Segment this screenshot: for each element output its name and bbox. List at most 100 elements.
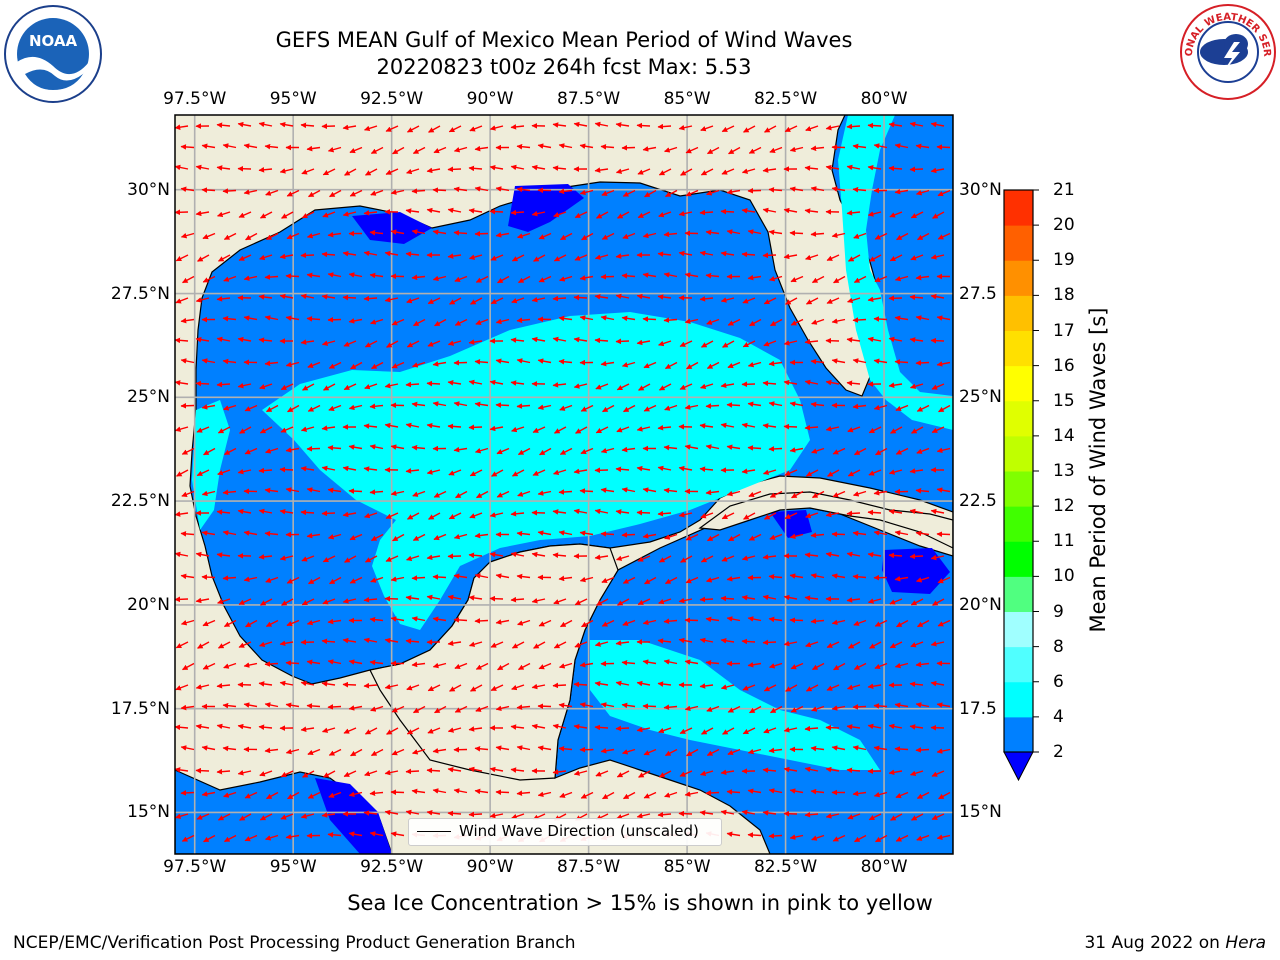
wind-wave-arrow xyxy=(348,404,363,411)
wind-wave-arrow xyxy=(259,813,273,821)
wind-wave-arrow xyxy=(495,186,510,192)
wind-wave-arrow xyxy=(468,165,483,172)
wind-wave-arrow xyxy=(279,555,294,561)
wind-wave-arrow xyxy=(306,316,321,322)
wind-wave-arrow xyxy=(678,810,693,817)
wind-wave-arrow xyxy=(789,447,804,453)
wind-wave-arrow xyxy=(243,576,258,582)
wind-wave-arrow xyxy=(804,552,819,558)
wind-wave-arrow xyxy=(322,555,336,563)
wind-wave-arrow xyxy=(405,468,420,474)
wind-wave-arrow xyxy=(350,748,363,757)
wind-wave-arrow xyxy=(217,641,231,649)
wind-wave-arrow xyxy=(896,232,909,241)
wind-wave-arrow xyxy=(699,683,714,689)
lon-tick-label: 95°W xyxy=(269,89,317,109)
wind-wave-arrow xyxy=(216,682,231,689)
wind-wave-arrow xyxy=(762,252,777,259)
wind-wave-arrow xyxy=(343,383,357,391)
wind-wave-arrow xyxy=(930,293,945,300)
wind-wave-arrow xyxy=(411,661,426,668)
wind-wave-arrow xyxy=(238,211,252,218)
wind-wave-arrow xyxy=(286,232,300,240)
wind-wave-arrow xyxy=(243,530,258,536)
wind-wave-arrow xyxy=(474,186,489,192)
wind-wave-arrow xyxy=(364,555,378,563)
wind-wave-arrow xyxy=(579,576,594,583)
wind-wave-arrow xyxy=(342,681,357,688)
wind-wave-arrow xyxy=(447,166,462,173)
wind-wave-arrow xyxy=(552,509,567,515)
wind-wave-arrow xyxy=(581,619,594,628)
wind-wave-arrow xyxy=(453,186,468,193)
wind-wave-arrow xyxy=(720,297,735,303)
wind-wave-arrow xyxy=(243,143,258,149)
wind-wave-arrow xyxy=(621,702,636,709)
wind-wave-arrow xyxy=(216,296,231,302)
wind-wave-arrow xyxy=(684,318,699,324)
wind-wave-arrow xyxy=(517,662,531,671)
wind-wave-arrow xyxy=(259,770,273,777)
wind-wave-arrow xyxy=(364,340,378,348)
wind-wave-arrow xyxy=(517,232,531,239)
wind-wave-arrow xyxy=(743,512,756,520)
cuba-landmass xyxy=(698,491,953,549)
wind-wave-arrow xyxy=(301,168,315,175)
wind-wave-arrow xyxy=(742,684,756,691)
wind-wave-arrow xyxy=(510,380,525,386)
wind-wave-arrow xyxy=(329,576,342,585)
wind-wave-arrow xyxy=(910,211,924,219)
wind-wave-arrow xyxy=(699,466,714,473)
wind-wave-arrow xyxy=(811,275,825,284)
wind-wave-arrow xyxy=(657,251,672,257)
wind-wave-arrow xyxy=(369,489,384,495)
wind-wave-arrow xyxy=(894,359,909,365)
wind-wave-arrow xyxy=(600,702,615,708)
wind-wave-arrow xyxy=(910,254,924,261)
lon-tick-label: 80°W xyxy=(860,857,908,877)
wind-wave-arrow xyxy=(432,616,447,622)
wind-wave-arrow xyxy=(853,619,867,626)
lon-tick-label: 97.5°W xyxy=(163,89,227,109)
wind-wave-arrow xyxy=(218,254,231,262)
wind-wave-arrow xyxy=(846,123,861,130)
wind-wave-arrow xyxy=(554,426,567,434)
wind-wave-arrow xyxy=(517,447,531,456)
wind-wave-arrow xyxy=(223,232,237,241)
wind-wave-arrow xyxy=(622,748,636,755)
wind-wave-arrow xyxy=(559,404,573,411)
wind-wave-arrow xyxy=(889,641,903,649)
wind-wave-arrow xyxy=(915,487,930,494)
wind-wave-arrow xyxy=(495,619,510,625)
wind-wave-arrow xyxy=(558,702,573,709)
wind-wave-arrow xyxy=(343,770,357,778)
wind-wave-arrow xyxy=(705,272,720,279)
wind-wave-arrow xyxy=(559,275,573,282)
wind-wave-arrow xyxy=(222,143,237,149)
colorbar-tick-label: 15 xyxy=(1053,390,1075,411)
wind-wave-arrow xyxy=(468,208,483,214)
wind-wave-arrow xyxy=(201,791,216,797)
wind-wave-arrow xyxy=(579,189,594,196)
wind-wave-arrow xyxy=(728,146,741,155)
wind-wave-arrow xyxy=(265,447,279,454)
wind-wave-arrow xyxy=(894,143,909,149)
wind-wave-arrow xyxy=(302,383,315,391)
wind-wave-arrow xyxy=(888,336,903,343)
wind-wave-arrow xyxy=(789,788,804,794)
wind-wave-arrow xyxy=(455,490,468,499)
wind-wave-arrow xyxy=(873,791,888,798)
wind-wave-arrow xyxy=(831,573,846,579)
lon-tick-label: 85°W xyxy=(663,89,711,109)
wind-wave-arrow xyxy=(909,468,924,474)
wind-wave-arrow xyxy=(805,469,819,477)
wind-wave-arrow xyxy=(453,401,468,407)
wind-wave-arrow xyxy=(321,251,336,258)
wind-wave-arrow xyxy=(516,143,531,150)
wind-wave-arrow xyxy=(595,426,609,434)
wind-wave-arrow xyxy=(266,404,279,413)
wind-wave-arrow xyxy=(894,188,909,195)
wind-wave-arrow xyxy=(664,146,678,153)
wind-wave-arrow xyxy=(594,337,609,344)
wind-wave-arrow xyxy=(658,168,672,176)
